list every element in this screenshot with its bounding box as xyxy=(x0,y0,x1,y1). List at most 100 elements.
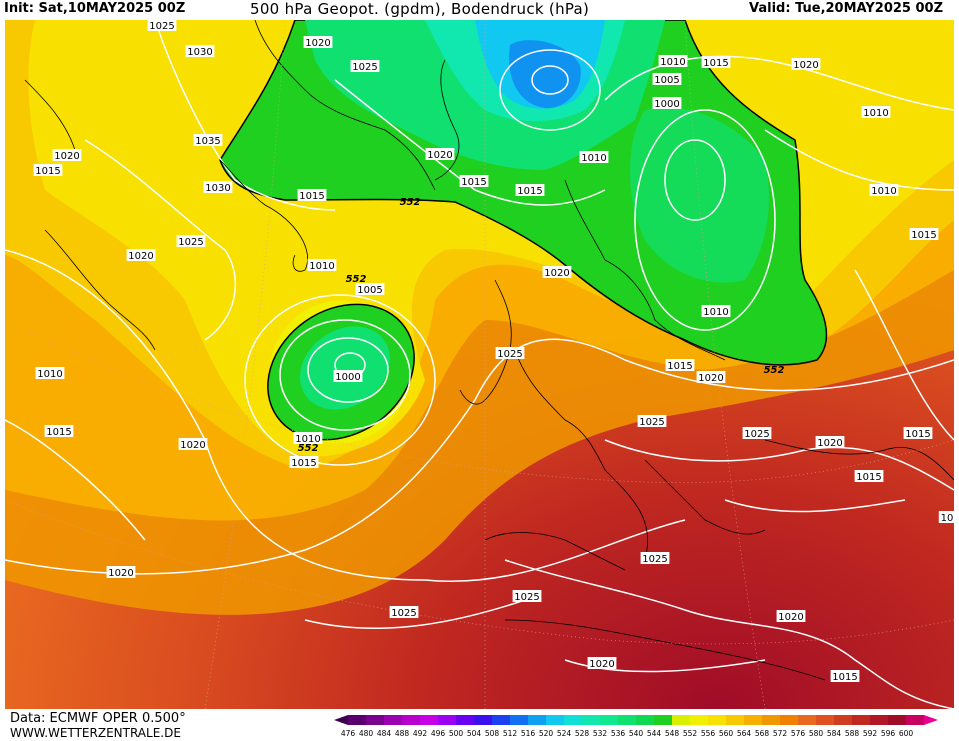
graticule xyxy=(5,20,954,709)
isobar-label: 1030 xyxy=(187,47,212,58)
isobar-label: 1025 xyxy=(391,608,416,619)
geopot-label: 552 xyxy=(346,274,367,285)
scale-tick-label: 496 xyxy=(431,729,446,738)
color-scale: 476 480 484 488 492 496 500 504 508 512 516 520 524 5… xyxy=(334,715,938,738)
scale-swatch xyxy=(546,715,564,725)
scale-tick-label: 520 xyxy=(539,729,554,738)
scale-swatch xyxy=(618,715,636,725)
scale-tick-label: 480 xyxy=(359,729,374,738)
trough-core xyxy=(509,40,581,109)
isobar-label-bg xyxy=(44,425,74,437)
scale-tick-label: 476 xyxy=(341,729,356,738)
scale-swatch xyxy=(798,715,816,725)
isobar-label: 1025 xyxy=(642,554,667,565)
scale-tick-label: 536 xyxy=(611,729,626,738)
isobar-label-bg xyxy=(637,415,667,427)
scale-swatch xyxy=(726,715,744,725)
isobar-label: 1015 xyxy=(46,427,71,438)
isobar-label: 1020 xyxy=(793,60,818,71)
scale-tick-label: 500 xyxy=(449,729,464,738)
scale-tick-label: 572 xyxy=(773,729,788,738)
isobar-label-bg xyxy=(289,456,319,468)
scale-right-arrow xyxy=(924,715,938,725)
isobar-label: 1005 xyxy=(357,285,382,296)
isobar-label: 1010 xyxy=(703,307,728,318)
scale-swatch xyxy=(672,715,690,725)
isobar-label: 1015 xyxy=(461,177,486,188)
scale-swatch xyxy=(402,715,420,725)
isobar-label-bg xyxy=(830,670,860,682)
isobar-label-bg xyxy=(512,590,542,602)
isobar-label: 1015 xyxy=(291,458,316,469)
isobar-label-bg xyxy=(658,55,688,67)
isobar-label-bg xyxy=(176,235,206,247)
scale-swatch xyxy=(384,715,402,725)
isobar-label: 1020 xyxy=(778,612,803,623)
isobar-label: 1025 xyxy=(497,349,522,360)
scale-swatch xyxy=(636,715,654,725)
isobar-label-bg xyxy=(869,184,899,196)
isobar-label: 1015 xyxy=(517,186,542,197)
isobar-label: 1020 xyxy=(589,659,614,670)
isobar-label-bg xyxy=(815,436,845,448)
weather-map: 1025 1030 1020 1025 1010 1015 1005 1000 1020 1010… xyxy=(5,20,954,709)
isobar-label: 1030 xyxy=(205,183,230,194)
isobar-label-bg xyxy=(542,266,572,278)
scandinavia-low xyxy=(630,107,769,283)
isobar-label: 1020 xyxy=(128,251,153,262)
scale-tick-label: 528 xyxy=(575,729,590,738)
scale-tick-label: 596 xyxy=(881,729,896,738)
coastlines xyxy=(24,20,954,681)
scale-tick-label: 600 xyxy=(899,729,914,738)
geopot-label: 552 xyxy=(298,443,319,454)
isobar-label: 1000 xyxy=(335,372,360,383)
isobar-label-bg xyxy=(652,97,682,109)
isobar-label-bg xyxy=(579,151,609,163)
isobar-label: 1015 xyxy=(35,166,60,177)
isobar-label: 1015 xyxy=(905,429,930,440)
scale-tick-label: 556 xyxy=(701,729,716,738)
isobar-label: 1015 xyxy=(856,472,881,483)
isobar-label-bg xyxy=(355,283,385,295)
scale-swatch xyxy=(852,715,870,725)
isobar-label-bg xyxy=(389,606,419,618)
isobar-label: 1025 xyxy=(639,417,664,428)
scale-tick-label: 492 xyxy=(413,729,428,738)
isobar-label-bg xyxy=(652,73,682,85)
isobar-label: 1010 xyxy=(863,108,888,119)
isobar-label: 1025 xyxy=(514,592,539,603)
scale-swatch xyxy=(528,715,546,725)
data-source: Data: ECMWF OPER 0.500° xyxy=(10,711,186,726)
valid-time: Valid: Tue,20MAY2025 00Z xyxy=(749,1,943,16)
scale-swatch xyxy=(474,715,492,725)
isobar-label: 1025 xyxy=(149,21,174,32)
isobar-label-bg xyxy=(178,438,208,450)
scale-left-arrow xyxy=(334,715,348,725)
scale-swatch xyxy=(600,715,618,725)
isobar-label: 1015 xyxy=(299,191,324,202)
isobar-label-bg xyxy=(303,36,333,48)
scale-swatch xyxy=(492,715,510,725)
isobar-label: 1015 xyxy=(832,672,857,683)
isobars xyxy=(5,20,954,709)
scale-tick-label: 584 xyxy=(827,729,842,738)
scale-swatch xyxy=(348,715,366,725)
isobar-label-bg xyxy=(665,359,695,371)
scale-tick-label: 484 xyxy=(377,729,392,738)
isobar-label-bg xyxy=(106,566,136,578)
isobar-label: 1010 xyxy=(581,153,606,164)
scale-swatch xyxy=(420,715,438,725)
scale-tick-label: 588 xyxy=(845,729,860,738)
isobar-label: 1020 xyxy=(180,440,205,451)
isobar-label-bg xyxy=(193,134,223,146)
scale-swatch xyxy=(834,715,852,725)
isobar-label: 1005 xyxy=(654,75,679,86)
cutoff-low-core xyxy=(300,326,390,410)
isobar-label-bg xyxy=(640,552,670,564)
scale-swatch xyxy=(366,715,384,725)
header-bar: Init: Sat,10MAY2025 00Z 500 hPa Geopot. … xyxy=(0,0,959,20)
isobar-label-bg xyxy=(33,164,63,176)
isobar-label: 10 xyxy=(941,513,954,524)
